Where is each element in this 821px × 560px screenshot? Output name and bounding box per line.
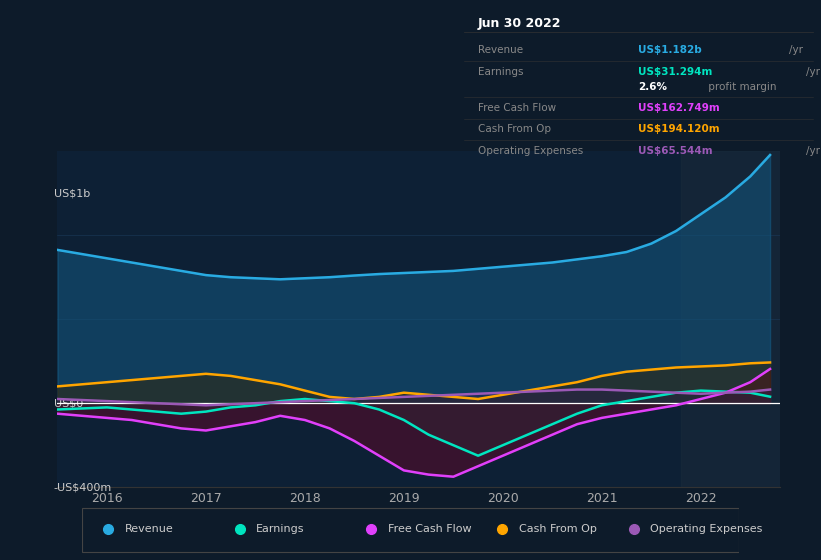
Text: /yr: /yr	[805, 67, 820, 77]
Bar	[681, 151, 780, 487]
Text: Revenue: Revenue	[478, 45, 523, 55]
Text: 2.6%: 2.6%	[639, 82, 667, 91]
Text: Free Cash Flow: Free Cash Flow	[388, 524, 471, 534]
Text: Operating Expenses: Operating Expenses	[478, 146, 583, 156]
Text: Free Cash Flow: Free Cash Flow	[478, 103, 556, 113]
Text: US$1.182b: US$1.182b	[639, 45, 702, 55]
Text: Earnings: Earnings	[256, 524, 305, 534]
Text: /yr: /yr	[789, 45, 803, 55]
Text: /yr: /yr	[805, 146, 820, 156]
Text: US$1b: US$1b	[54, 188, 90, 198]
Text: Revenue: Revenue	[125, 524, 173, 534]
Text: Earnings: Earnings	[478, 67, 523, 77]
Text: Jun 30 2022: Jun 30 2022	[478, 17, 562, 30]
Text: US$162.749m: US$162.749m	[639, 103, 720, 113]
Text: -US$400m: -US$400m	[54, 482, 112, 492]
Text: Cash From Op: Cash From Op	[519, 524, 597, 534]
Text: US$0: US$0	[54, 398, 83, 408]
Text: Operating Expenses: Operating Expenses	[650, 524, 763, 534]
Text: profit margin: profit margin	[705, 82, 777, 91]
Text: Cash From Op: Cash From Op	[478, 124, 551, 134]
Text: US$194.120m: US$194.120m	[639, 124, 720, 134]
Text: US$31.294m: US$31.294m	[639, 67, 713, 77]
Text: US$65.544m: US$65.544m	[639, 146, 713, 156]
